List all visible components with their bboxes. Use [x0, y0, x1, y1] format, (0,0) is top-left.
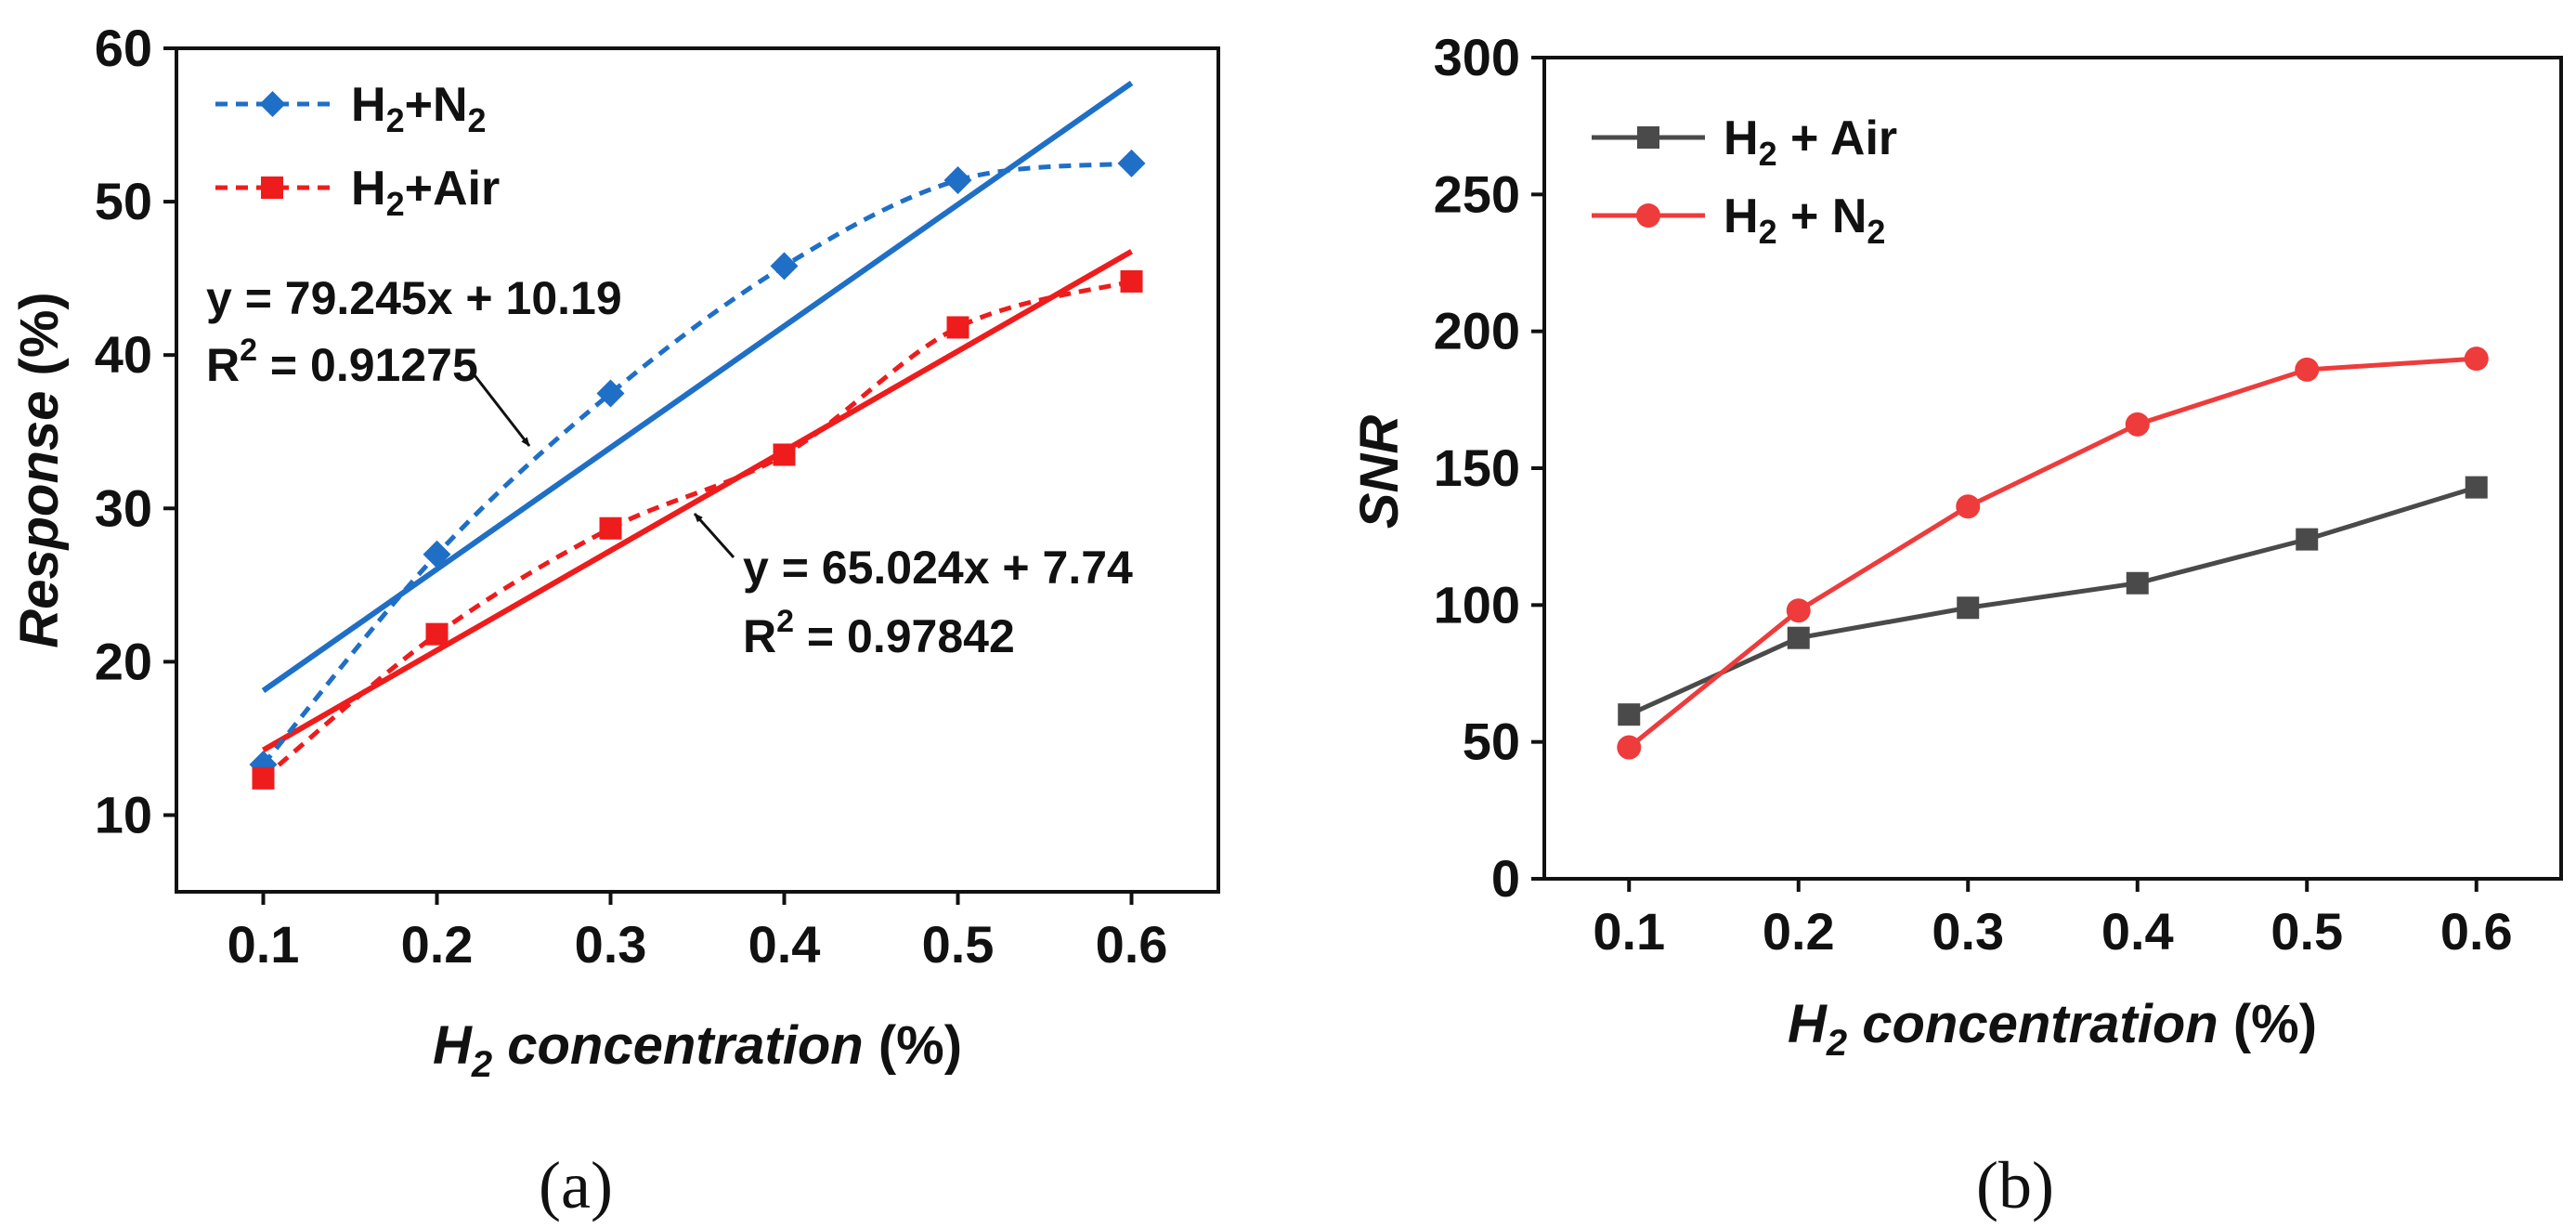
data-point-circle [2295, 357, 2320, 382]
y-tick-label: 0 [1491, 849, 1520, 908]
x-tick-label: 0.1 [228, 915, 300, 974]
panel-b-snr-chart: 0 50 100 150 200 250 300 0.1 0.2 0.3 0.4 0.5 0.6 H2… [1349, 28, 2563, 1222]
data-point-circle [1786, 598, 1811, 623]
panel-b-series [1617, 346, 2489, 760]
y-tick-label: 300 [1434, 28, 1520, 86]
fit-n2-equation: y = 79.245x + 10.19 [206, 272, 622, 324]
y-tick-label: 20 [95, 632, 152, 690]
fit-n2-r2: R2 = 0.91275 [206, 333, 478, 391]
y-tick-label: 30 [95, 478, 152, 537]
panel-b-caption: (b) [1976, 1148, 2054, 1222]
panel-b-legend: H2 + Air H2 + N2 [1592, 111, 1897, 251]
panel-b-plot-frame [1542, 56, 2563, 881]
legend-n2-diamond-marker [259, 91, 286, 117]
fit-n2-pointer-arrow [470, 371, 531, 447]
data-point-square [599, 516, 622, 540]
fit-line-1 [262, 249, 1133, 753]
x-tick-label: 0.4 [2101, 902, 2174, 961]
legend-air-label: H2 + Air [1724, 111, 1897, 173]
y-tick-label: 150 [1434, 438, 1520, 497]
panel-b-y-axis-label: SNR [1349, 415, 1410, 530]
y-tick-label: 100 [1434, 575, 1520, 634]
data-point-square [1120, 269, 1143, 293]
x-tick-label: 0.6 [1096, 915, 1168, 974]
data-point-square [1957, 596, 1980, 620]
x-tick-label: 0.4 [748, 915, 821, 974]
panel-a-series [249, 149, 1146, 790]
data-point-square [1787, 626, 1810, 649]
fit-air-pointer-arrow [693, 513, 735, 558]
series-0 [249, 149, 1146, 778]
data-point-square [2126, 571, 2149, 595]
series-1 [252, 269, 1143, 790]
series-line [1627, 356, 2477, 750]
data-point-diamond [596, 379, 625, 408]
panel-a-y-axis-label: Response (%) [9, 292, 70, 648]
panel-b-y-ticks: 0 50 100 150 200 250 300 [1434, 28, 1544, 908]
legend-air-label: H2+Air [351, 162, 500, 223]
x-tick-label: 0.5 [2270, 902, 2343, 961]
panel-a-y-ticks: 10 20 30 40 50 60 [95, 19, 176, 843]
series-line [1628, 485, 2478, 717]
x-tick-label: 0.2 [1763, 902, 1835, 961]
series-1 [1617, 346, 2489, 760]
data-point-square [425, 622, 449, 646]
data-point-circle [1956, 494, 1981, 519]
data-point-circle [1617, 735, 1642, 760]
x-tick-label: 0.3 [575, 915, 647, 974]
data-point-diamond [770, 252, 799, 281]
panel-b-x-axis-label: H2 concentration (%) [1788, 994, 2317, 1064]
y-tick-label: 50 [1463, 713, 1520, 771]
fit-air-equation: y = 65.024x + 7.74 [743, 542, 1133, 594]
x-tick-label: 0.6 [2440, 902, 2513, 961]
panel-b-x-ticks: 0.1 0.2 0.3 0.4 0.5 0.6 [1593, 879, 2513, 961]
data-point-diamond [423, 540, 451, 569]
panel-a-legend: H2+N2 H2+Air [215, 78, 500, 223]
legend-air-square-marker [1637, 126, 1659, 149]
y-tick-label: 50 [95, 172, 152, 230]
series-0 [1618, 476, 2488, 726]
data-point-square [252, 766, 275, 790]
data-point-square [946, 316, 969, 339]
legend-n2-label: H2+N2 [351, 78, 487, 139]
y-tick-label: 200 [1434, 302, 1520, 360]
data-point-diamond [943, 165, 972, 194]
data-point-square [773, 443, 796, 466]
x-tick-label: 0.2 [401, 915, 474, 974]
x-tick-label: 0.5 [922, 915, 995, 974]
data-point-circle [2464, 346, 2489, 372]
panel-a-response-chart: 10 20 30 40 50 60 0.1 0.2 0.3 0.4 0.5 0.6 H2+N2 H2… [9, 19, 1220, 1222]
panel-a-caption: (a) [539, 1148, 613, 1222]
panel-a-x-axis-label: H2 concentration (%) [433, 1015, 962, 1085]
panel-a-plot-frame [175, 46, 1220, 894]
data-point-diamond [1117, 149, 1146, 177]
panel-a-fit-annotation-air: y = 65.024x + 7.74 R2 = 0.97842 [693, 513, 1133, 662]
y-tick-label: 60 [95, 19, 152, 77]
panel-a-fit-annotation-n2: y = 79.245x + 10.19 R2 = 0.91275 [206, 272, 622, 447]
panel-a-x-ticks: 0.1 0.2 0.3 0.4 0.5 0.6 [228, 892, 1168, 974]
y-tick-label: 40 [95, 325, 152, 384]
x-tick-label: 0.3 [1932, 902, 2004, 961]
x-tick-label: 0.1 [1593, 902, 1665, 961]
y-tick-label: 10 [95, 785, 152, 843]
data-point-square [2465, 476, 2488, 499]
legend-n2-circle-marker [1636, 203, 1660, 228]
data-point-square [1618, 703, 1641, 726]
y-tick-label: 250 [1434, 164, 1520, 223]
data-point-square [2296, 528, 2319, 551]
legend-air-square-marker [261, 177, 283, 199]
data-point-circle [2125, 412, 2150, 437]
fit-air-r2: R2 = 0.97842 [743, 604, 1015, 662]
legend-n2-label: H2 + N2 [1724, 190, 1885, 251]
